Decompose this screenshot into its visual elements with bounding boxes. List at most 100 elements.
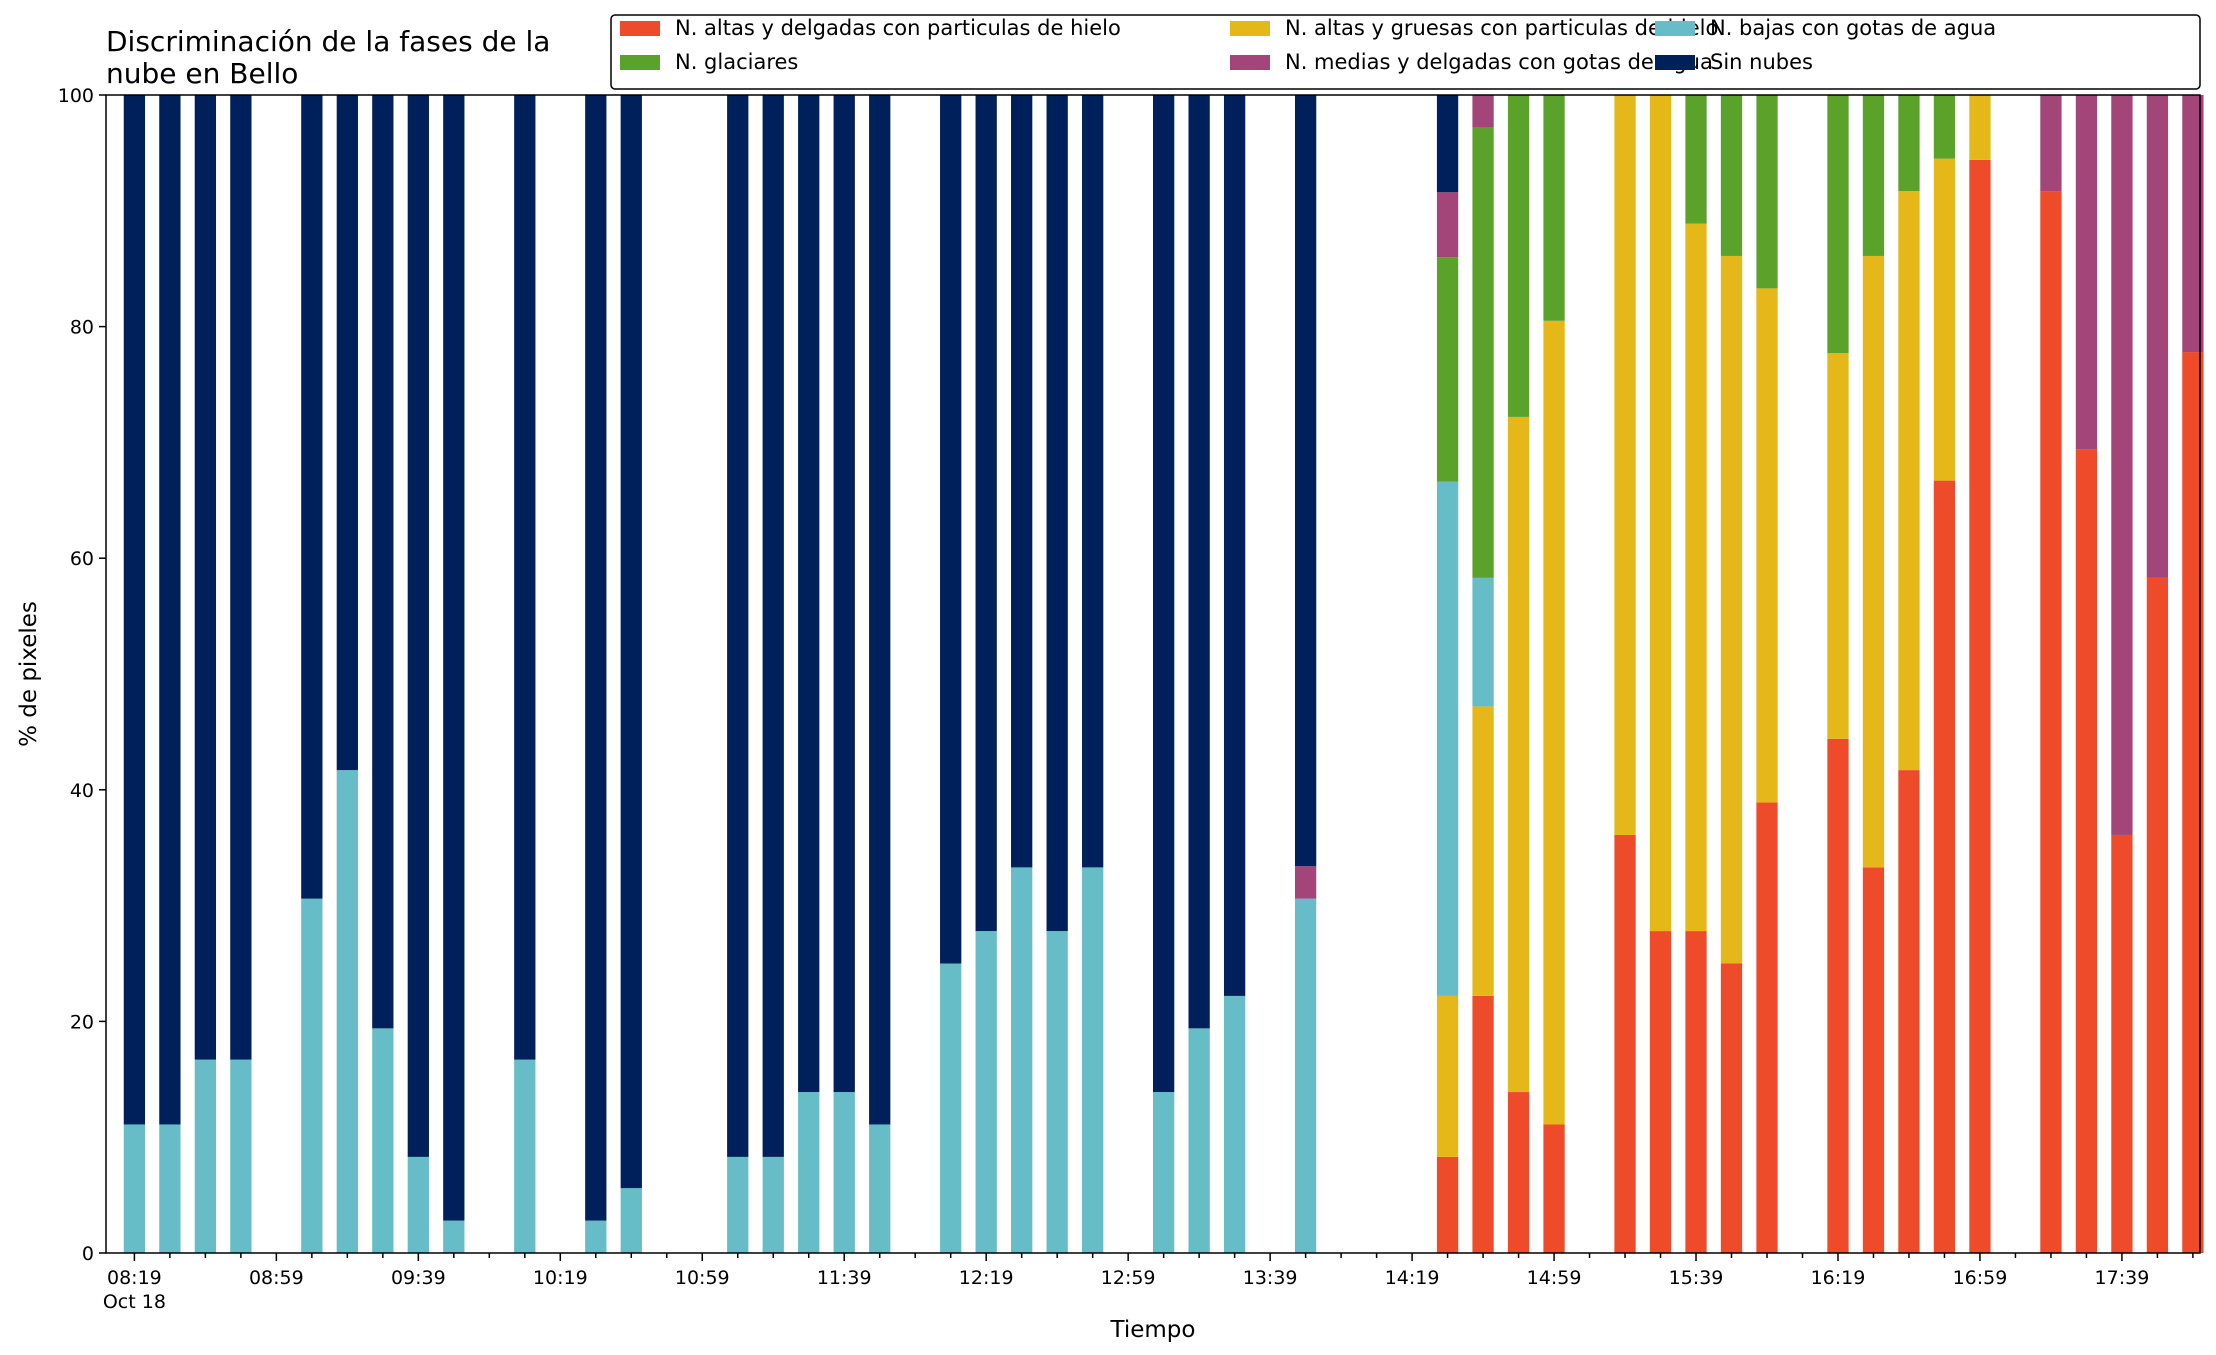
- bar-segment-thin-ice: [1649, 931, 1672, 1253]
- bar-1459: [1543, 95, 1565, 1253]
- bar-segment-thin-ice: [1756, 802, 1778, 1253]
- bar-segment-clear: [1223, 95, 1246, 996]
- bar-segment-low-water: [159, 1124, 181, 1253]
- bar-1129: [798, 95, 820, 1253]
- bar-segment-mid-water: [2182, 95, 2204, 353]
- bar-1109: [727, 95, 749, 1253]
- bar-segment-thick-ice: [1472, 706, 1494, 996]
- bar-segment-clear: [1294, 95, 1317, 867]
- bar-segment-clear: [514, 95, 536, 1060]
- legend-item-clear: Sin nubes: [1655, 50, 1813, 74]
- y-tick-label: 100: [58, 85, 94, 107]
- bar-segment-clear: [372, 95, 394, 1029]
- legend-label: N. altas y delgadas con particulas de hi…: [675, 16, 1121, 40]
- bar-1349: [1294, 95, 1317, 1253]
- bar-segment-low-water: [585, 1220, 607, 1253]
- bar-0829: [159, 95, 181, 1253]
- bar-segment-thick-ice: [1862, 255, 1885, 868]
- bar-1539: [1685, 95, 1707, 1253]
- bar-segment-glacial: [1827, 95, 1849, 354]
- x-axis-title: Tiempo: [1110, 1317, 1196, 1343]
- bar-segment-clear: [798, 95, 820, 1093]
- bar-1139: [833, 95, 855, 1253]
- bar-segment-thick-ice: [1614, 95, 1636, 835]
- bar-0849: [230, 95, 252, 1253]
- bar-1029: [585, 95, 607, 1253]
- bar-1009: [514, 95, 536, 1253]
- bar-segment-clear: [194, 95, 217, 1060]
- bar-0939: [407, 95, 429, 1253]
- bar-segment-mid-water: [1294, 866, 1317, 899]
- bar-segment-glacial: [1507, 95, 1530, 417]
- bar-0819: [123, 95, 146, 1253]
- bar-segment-glacial: [1898, 95, 1920, 192]
- bar-segment-low-water: [869, 1124, 891, 1253]
- bar-segment-glacial: [1436, 257, 1459, 482]
- bar-segment-thin-ice: [1933, 480, 1956, 1253]
- x-tick-label: 16:59: [1953, 1267, 2008, 1289]
- bar-segment-thick-ice: [1933, 158, 1956, 481]
- legend-label: N. medias y delgadas con gotas de agua: [1285, 50, 1713, 74]
- y-tick-label: 0: [82, 1243, 94, 1265]
- bar-segment-mid-water: [2146, 95, 2169, 578]
- bar-segment-thin-ice: [1543, 1124, 1565, 1253]
- bar-1429: [1436, 95, 1459, 1253]
- bar-segment-low-water: [443, 1220, 465, 1253]
- bar-segment-glacial: [1720, 95, 1743, 256]
- bar-segment-thin-ice: [2075, 449, 2098, 1254]
- bar-1739: [2111, 95, 2133, 1253]
- chart-title-line-1: Discriminación de la fases de la: [106, 25, 550, 58]
- bar-segment-thin-ice: [1507, 1092, 1530, 1253]
- x-tick-label: 14:19: [1385, 1267, 1440, 1289]
- bar-segment-low-water: [123, 1124, 146, 1253]
- x-tick-label: 13:39: [1243, 1267, 1298, 1289]
- bar-1449: [1507, 95, 1530, 1253]
- bar-segment-mid-water: [2075, 95, 2098, 450]
- bar-1039: [620, 95, 642, 1253]
- bar-segment-clear: [301, 95, 323, 899]
- bar-1319: [1188, 95, 1210, 1253]
- legend-swatch: [620, 55, 660, 70]
- bar-segment-low-water: [230, 1059, 252, 1253]
- bar-segment-mid-water: [2111, 95, 2133, 835]
- legend-item-thick-ice: N. altas y gruesas con particulas de hie…: [1230, 16, 1718, 40]
- chart-title: Discriminación de la fases de la nube en…: [106, 25, 550, 90]
- bar-segment-glacial: [1472, 127, 1494, 578]
- bar-0839: [194, 95, 217, 1253]
- bar-0909: [301, 95, 323, 1253]
- bar-1759: [2182, 95, 2204, 1254]
- bar-segment-thick-ice: [1827, 353, 1849, 739]
- bar-1649: [1933, 95, 1956, 1253]
- bar-segment-glacial: [1756, 95, 1778, 289]
- bar-segment-thin-ice: [2146, 577, 2169, 1253]
- legend: N. altas y delgadas con particulas de hi…: [610, 14, 2201, 90]
- bar-1529: [1649, 95, 1672, 1253]
- bar-1659: [1969, 95, 1991, 1254]
- legend-item-low-water: N. bajas con gotas de agua: [1655, 16, 1996, 40]
- bar-segment-thin-ice: [2040, 191, 2062, 1254]
- bar-segment-thin-ice: [1969, 159, 1991, 1254]
- bar-segment-clear: [1011, 95, 1033, 868]
- legend-swatch: [1655, 21, 1695, 36]
- bar-1719: [2040, 95, 2062, 1254]
- bar-segment-low-water: [194, 1059, 217, 1253]
- legend-box: [610, 14, 2201, 90]
- bar-segment-clear: [1153, 95, 1175, 1093]
- bar-segment-glacial: [1543, 95, 1565, 321]
- bar-1229: [1011, 95, 1033, 1253]
- bar-segment-low-water: [620, 1188, 642, 1253]
- bar-segment-low-water: [727, 1156, 749, 1253]
- bar-segment-thin-ice: [1436, 1156, 1459, 1253]
- legend-item-thin-ice: N. altas y delgadas con particulas de hi…: [620, 16, 1121, 40]
- bar-segment-clear: [833, 95, 855, 1093]
- x-tick-label: 15:39: [1669, 1267, 1724, 1289]
- bar-segment-low-water: [301, 898, 323, 1253]
- legend-item-mid-water: N. medias y delgadas con gotas de agua: [1230, 50, 1713, 74]
- bar-segment-low-water: [940, 963, 962, 1253]
- x-tick-label: 11:39: [817, 1267, 872, 1289]
- bar-segment-clear: [230, 95, 252, 1060]
- x-tick-label: 10:19: [533, 1267, 588, 1289]
- bar-1639: [1898, 95, 1920, 1253]
- bar-1209: [940, 95, 962, 1253]
- y-axis-title: % de pixeles: [16, 601, 42, 747]
